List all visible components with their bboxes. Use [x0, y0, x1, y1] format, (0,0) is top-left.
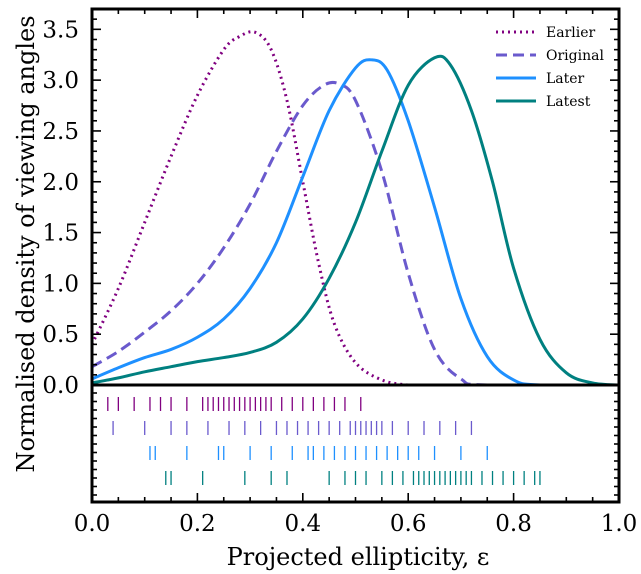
- rug-row-later: [149, 446, 488, 460]
- rug-row-earlier: [107, 397, 362, 411]
- y-tick-label: 2.0: [42, 170, 79, 196]
- main-plot-frame: [90, 7, 621, 387]
- y-tick-label: 0.0: [42, 373, 79, 399]
- y-tick-label: 3.5: [42, 17, 79, 43]
- y-tick-label: 3.0: [42, 68, 79, 94]
- x-axis-label: Projected ellipticity, ε: [227, 543, 490, 571]
- x-tick-label: 0.4: [285, 511, 322, 537]
- rug-panel-frame: [90, 383, 621, 504]
- x-tick-label: 0.2: [179, 511, 216, 537]
- x-tick-label: 1.0: [601, 511, 638, 537]
- y-tick-label: 1.0: [42, 271, 79, 297]
- y-tick-label: 1.5: [42, 221, 79, 247]
- x-tick-label: 0.0: [74, 511, 111, 537]
- rug-row-latest: [165, 471, 541, 485]
- axis-ticks: 0.0 0.2 0.4 0.6 0.8 1.0 0.0 0.5 1.0 1.5 2.0 2.5 3.0 3…: [42, 8, 638, 537]
- legend: Earlier Original Later Latest: [496, 25, 604, 110]
- series-line-later: [92, 58, 619, 385]
- y-tick-label: 0.5: [42, 322, 79, 348]
- series-line-latest: [92, 54, 619, 385]
- series-line-earlier: [92, 30, 619, 385]
- legend-label-original: Original: [546, 48, 604, 64]
- plot-frames: [90, 7, 621, 504]
- density-curves: [92, 30, 619, 385]
- rug-strips: [107, 397, 541, 485]
- y-axis-label: Normalised density of viewing angles: [12, 15, 40, 472]
- legend-label-latest: Latest: [546, 94, 591, 110]
- legend-label-earlier: Earlier: [546, 25, 595, 41]
- x-tick-label: 0.6: [390, 511, 427, 537]
- y-tick-label: 2.5: [42, 119, 79, 145]
- legend-label-later: Later: [546, 71, 585, 87]
- rug-row-original: [112, 421, 473, 435]
- x-tick-label: 0.8: [495, 511, 532, 537]
